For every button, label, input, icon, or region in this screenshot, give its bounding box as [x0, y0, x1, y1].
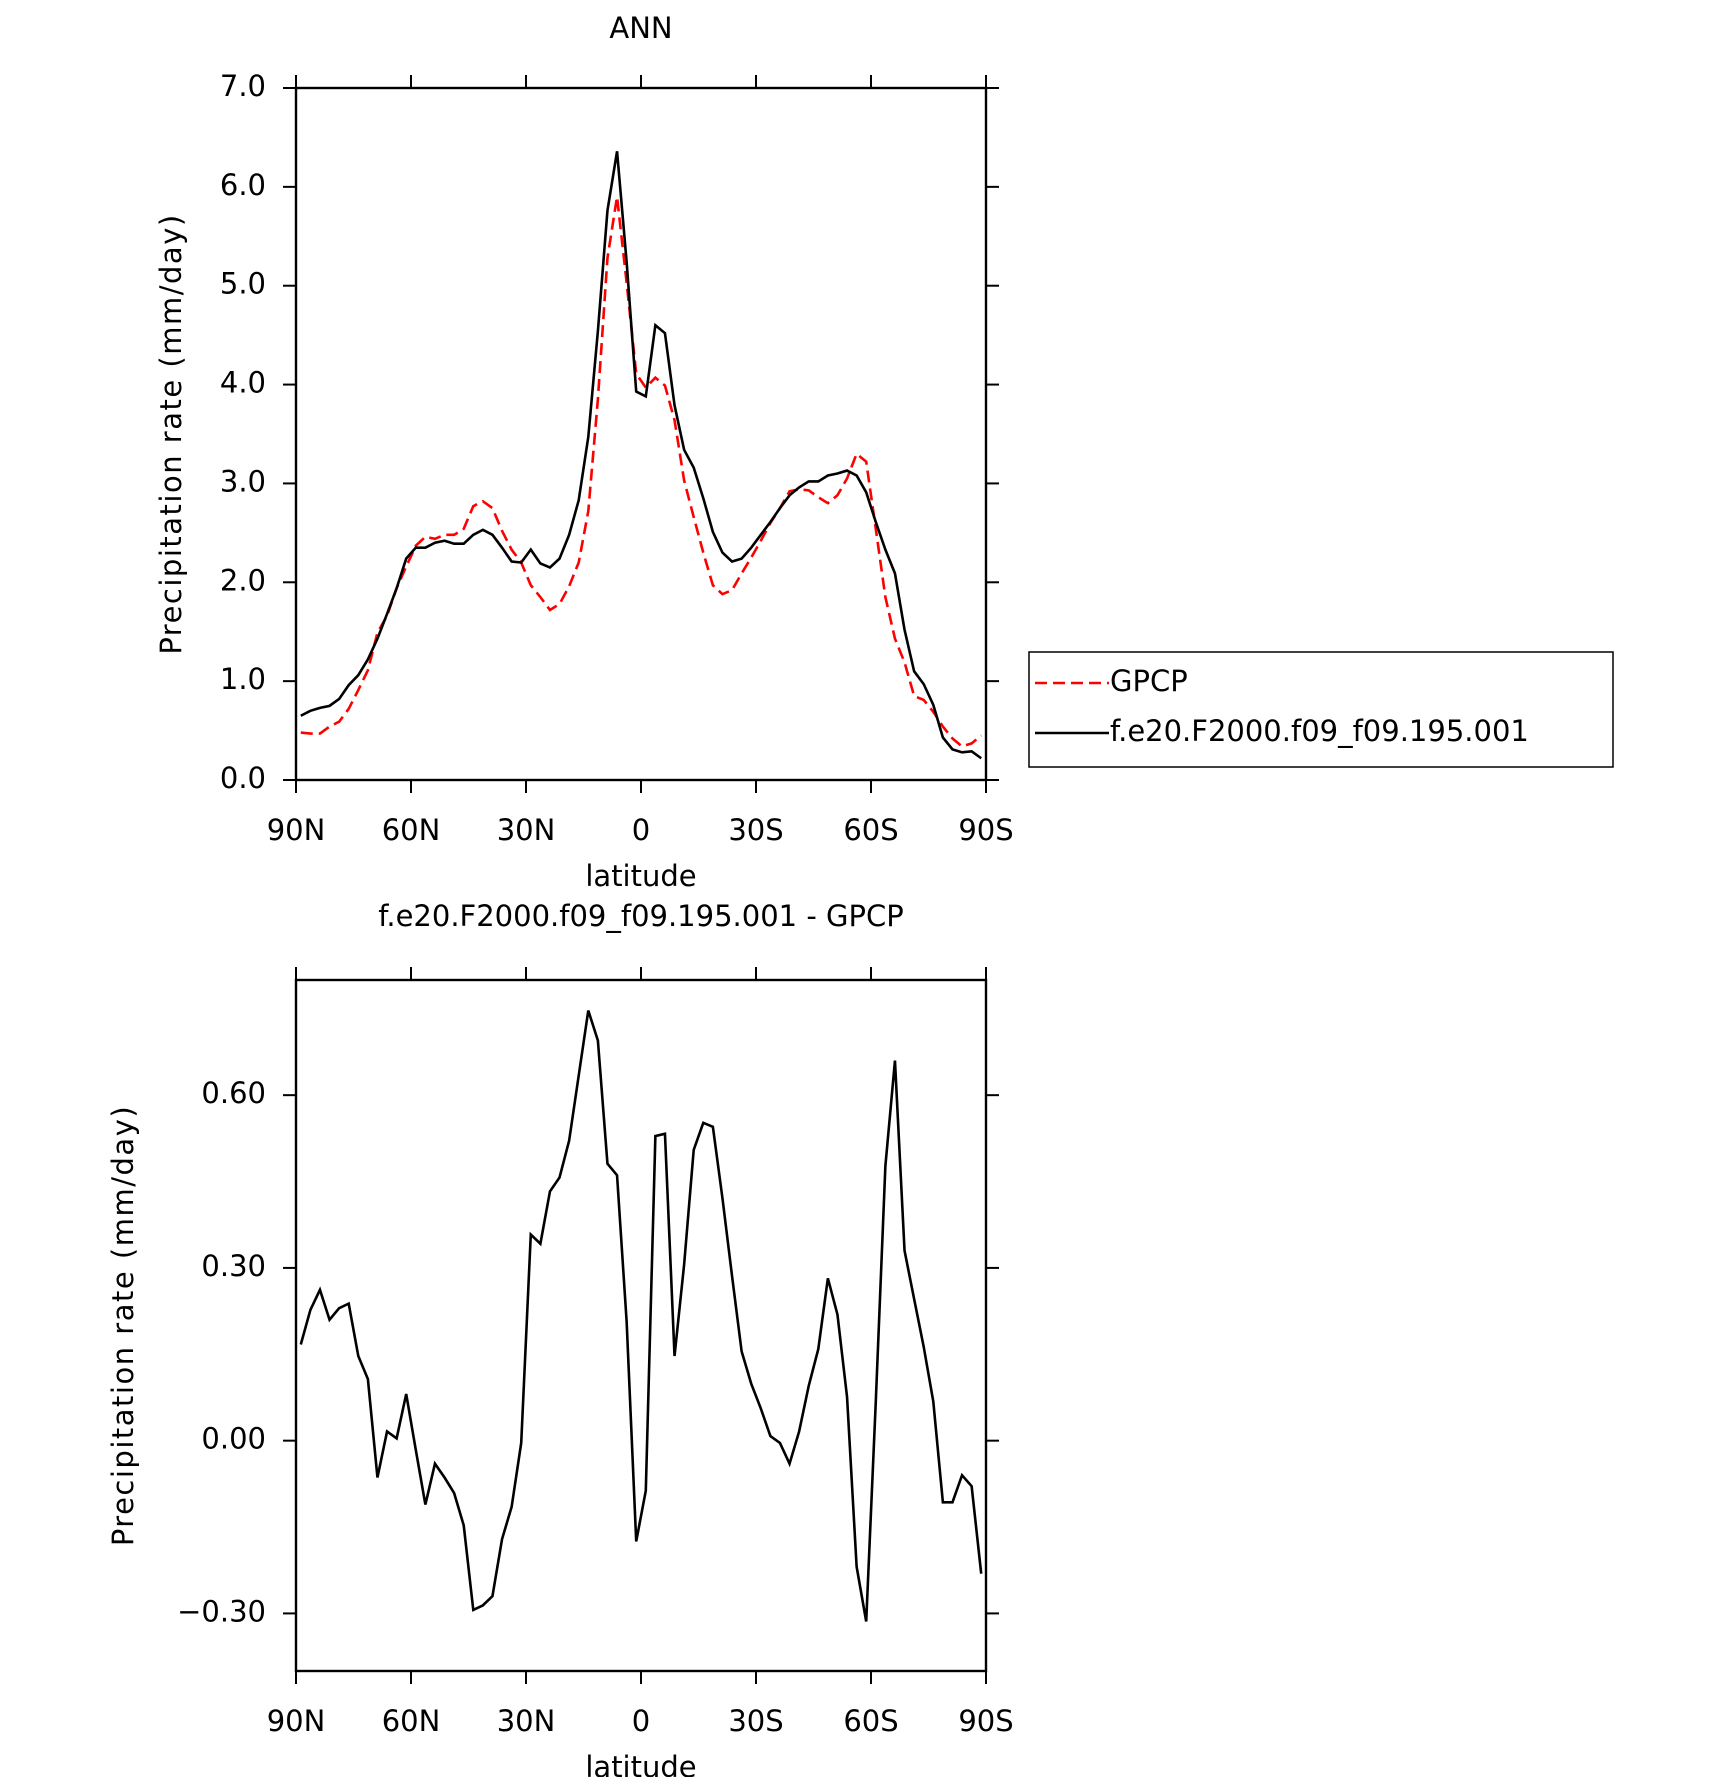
y-tick-label: 3.0 [220, 464, 266, 498]
x-tick-label: 90S [958, 813, 1013, 847]
data-line [299, 1010, 983, 1622]
x-axis-label: latitude [585, 859, 696, 893]
data-line [300, 196, 983, 748]
y-axis-label: Precipitation rate (mm/day) [106, 1105, 140, 1546]
y-tick-label: 0.30 [201, 1249, 266, 1283]
x-tick-label: 90N [267, 1704, 326, 1738]
y-tick-label: 0.0 [220, 761, 266, 795]
chart-title: f.e20.F2000.f09_f09.195.001 - GPCP [378, 899, 903, 933]
legend-box [1028, 651, 1614, 768]
x-tick-label: 30N [497, 813, 556, 847]
legend: GPCP f.e20.F2000.f09_f09.195.001 [1028, 651, 1614, 768]
chart-panel: f.e20.F2000.f09_f09.195.001 - GPCP latitu… [106, 899, 1014, 1777]
y-tick-label: 5.0 [220, 267, 266, 301]
x-tick-label: 30N [497, 1704, 556, 1738]
x-tick-label: 30S [728, 813, 783, 847]
x-tick-label: 60S [843, 813, 898, 847]
y-tick-label: 2.0 [220, 563, 266, 597]
x-tick-label: 30S [728, 1704, 783, 1738]
y-tick-label: 6.0 [220, 168, 266, 202]
y-tick-label: 1.0 [220, 662, 266, 696]
y-axis-label: Precipitation rate (mm/day) [154, 213, 188, 654]
x-tick-label: 60S [843, 1704, 898, 1738]
legend-label: f.e20.F2000.f09_f09.195.001 [1110, 714, 1529, 748]
x-tick-label: 60N [382, 813, 441, 847]
x-tick-label: 0 [632, 1704, 650, 1738]
x-tick-label: 90S [958, 1704, 1013, 1738]
chart-title: ANN [609, 11, 672, 45]
plot-frame [294, 86, 988, 782]
legend-label: GPCP [1110, 664, 1188, 698]
x-tick-label: 0 [632, 813, 650, 847]
y-tick-label: 0.00 [201, 1422, 266, 1456]
data-line [300, 151, 982, 760]
plot-frame [294, 978, 988, 1673]
y-tick-label: −0.30 [177, 1594, 266, 1628]
y-tick-label: 0.60 [201, 1076, 266, 1110]
chart-panel: ANN latitude Precipitation rate (mm/day) 90… [154, 11, 1614, 893]
x-tick-label: 90N [267, 813, 326, 847]
x-tick-label: 60N [382, 1704, 441, 1738]
x-axis-label: latitude [585, 1750, 696, 1777]
y-tick-label: 7.0 [220, 69, 266, 103]
y-tick-label: 4.0 [220, 366, 266, 400]
